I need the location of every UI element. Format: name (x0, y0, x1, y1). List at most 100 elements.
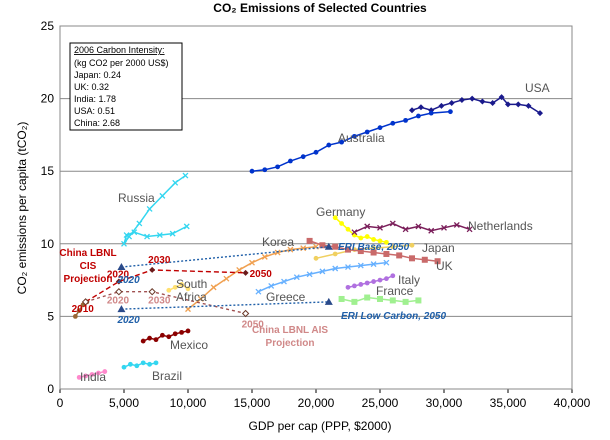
data-point-south-africa (185, 286, 191, 292)
info-box-line: China: 2.68 (74, 118, 120, 128)
year-label: 2020 (107, 296, 130, 307)
data-point-south-africa (166, 287, 172, 293)
data-point-france (338, 295, 345, 302)
data-point-mexico (185, 328, 191, 334)
series-line-south-africa (168, 283, 189, 291)
annotation-china-lbnl-cis-line: China LBNL (59, 248, 116, 259)
data-point-germany (364, 234, 370, 239)
data-point-russia (172, 179, 179, 186)
projection-point-china-lbnl-cis-projection (115, 278, 122, 285)
data-point-mexico (160, 332, 165, 338)
y-tick-label: 0 (47, 382, 54, 396)
info-box-line: India: 1.78 (74, 94, 116, 104)
data-point-netherlands (453, 221, 460, 228)
country-label-line: USA (525, 81, 550, 95)
country-label-line: Africa (176, 290, 207, 304)
data-point-brazil (153, 360, 159, 366)
data-point-greece (255, 288, 262, 295)
data-point-uk (319, 242, 326, 249)
data-point-netherlands (364, 223, 371, 230)
country-label-south-africa: South Africa (176, 277, 207, 304)
data-point-uk (409, 255, 415, 262)
data-point-usa (498, 94, 505, 101)
info-box-line: (kg CO2 per 2000 US$) (74, 58, 169, 68)
annotation-eri-base-line: ERI Base, 2050 (338, 242, 410, 253)
data-point-usa (438, 102, 445, 109)
data-point-japan (332, 251, 338, 257)
data-point-mexico (172, 331, 178, 337)
country-label-mexico: Mexico (170, 338, 208, 352)
data-point-brazil (147, 361, 153, 367)
data-point-uk (370, 249, 377, 256)
data-point-usa (479, 98, 486, 105)
data-point-usa (448, 99, 455, 106)
data-point-greece (306, 271, 313, 278)
data-point-australia (313, 149, 319, 155)
data-point-mexico (166, 334, 172, 340)
projection-point-china-lbnl-ais-projection (115, 288, 123, 296)
data-point-australia (339, 139, 344, 145)
annotation-china-lbnl-cis-line: CIS (80, 261, 97, 272)
data-point-netherlands (466, 226, 473, 233)
series-layer (72, 94, 543, 380)
data-point-italy (364, 280, 370, 286)
data-point-korea (210, 284, 217, 291)
series-line-greece (258, 261, 387, 293)
data-point-australia (364, 129, 370, 135)
data-point-uk (306, 237, 313, 244)
data-point-russia (144, 233, 150, 240)
data-point-germany (384, 239, 389, 245)
country-label-line: Greece (266, 290, 306, 304)
data-point-australia (428, 110, 434, 116)
country-label-line: India (80, 370, 106, 384)
country-label-line: Brazil (152, 369, 182, 383)
x-tick-label: 25,000 (362, 396, 399, 410)
projection-line-china-lbnl-ais-projection (85, 291, 246, 315)
data-point-greece (268, 282, 275, 289)
y-tick-label: 20 (41, 92, 55, 106)
x-tick-label: 5,000 (109, 396, 139, 410)
data-point-russia (146, 205, 153, 212)
projection-point-china-lbnl-cis-projection (242, 269, 249, 276)
y-tick-label: 15 (41, 164, 55, 178)
x-tick-label: 20,000 (298, 396, 335, 410)
data-point-italy (352, 283, 357, 289)
data-point-greece (370, 261, 377, 268)
projection-point-eri-base (324, 242, 333, 250)
y-tick-label: 25 (41, 19, 55, 33)
data-point-korea (236, 266, 243, 273)
country-label-line: Germany (316, 205, 365, 219)
series-line-japan (315, 244, 413, 260)
data-point-usa (537, 110, 543, 117)
year-label: 2020 (116, 275, 140, 286)
data-point-usa (458, 97, 465, 104)
data-point-russia (121, 240, 127, 247)
data-point-france (351, 298, 358, 305)
data-point-italy (358, 282, 364, 287)
year-label: 2020 (116, 315, 140, 326)
country-label-line: Japan (422, 241, 455, 255)
projection-point-china-lbnl-ais-projection (81, 298, 90, 306)
annotation-china-lbnl-ais: China LBNL AIS Projection (252, 325, 328, 349)
projection-point-eri-low-carbon (324, 297, 333, 305)
data-point-mexico (140, 338, 146, 344)
data-point-japan (390, 244, 396, 250)
data-point-france (377, 295, 383, 302)
country-label-line: UK (436, 259, 453, 273)
series-line-australia (251, 110, 451, 172)
info-box-line: Japan: 0.24 (74, 70, 121, 80)
data-point-greece (383, 259, 390, 266)
data-point-russia (136, 220, 143, 227)
data-point-uk (357, 248, 364, 255)
data-point-australia (249, 168, 255, 174)
data-point-uk (383, 250, 390, 257)
country-label-france: France (376, 284, 414, 298)
data-point-france (402, 298, 409, 305)
data-point-france (389, 297, 396, 304)
projection-point-china-lbnl-ais-projection (241, 309, 250, 318)
data-point-usa (469, 95, 476, 102)
data-point-australia (403, 117, 408, 123)
plot-frame (59, 25, 573, 390)
data-point-usa (409, 107, 415, 114)
